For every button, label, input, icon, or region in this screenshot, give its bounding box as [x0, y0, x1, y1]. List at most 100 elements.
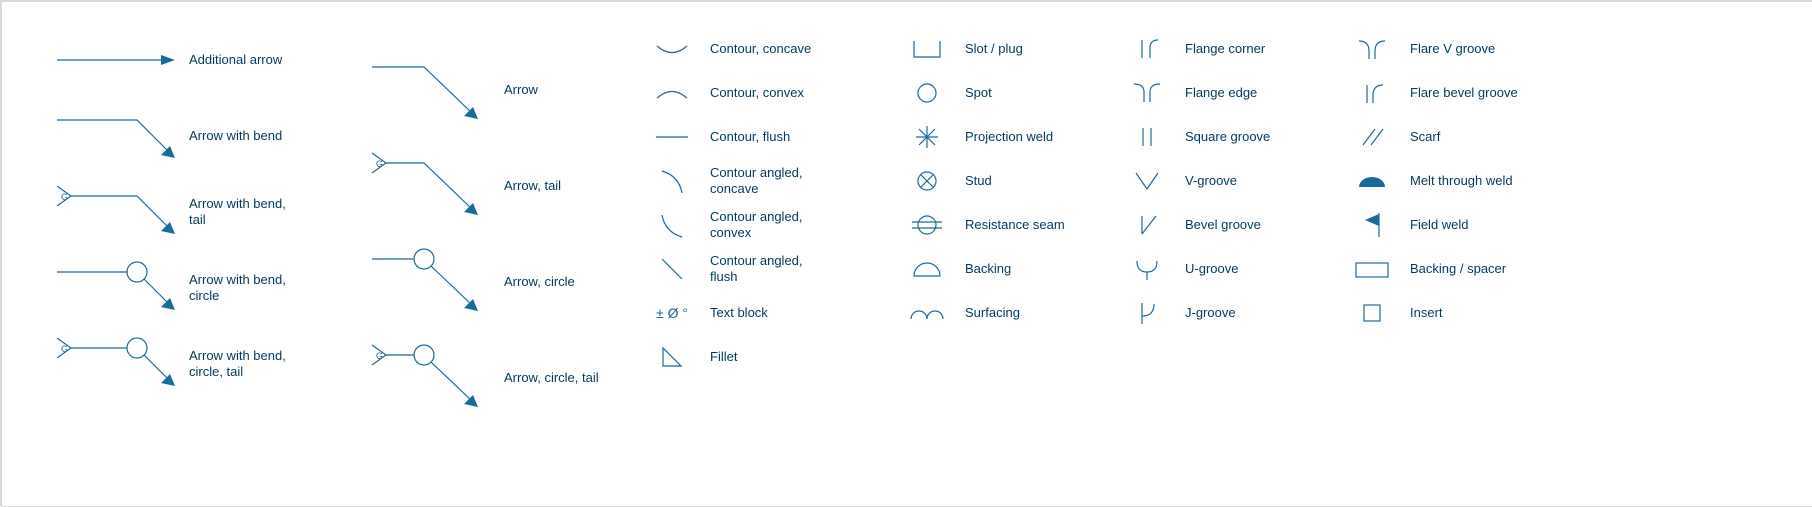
scarf-label: Scarf [1410, 129, 1560, 145]
row-arrow-with-bend-circle: Arrow with bend, circle [57, 250, 339, 326]
backing-icon [907, 249, 947, 289]
contour-angled-convex-icon [652, 205, 692, 245]
contour-angled-flush-label: Contour angled, flush [710, 253, 860, 286]
flare-v-groove-icon [1352, 29, 1392, 69]
row-backing: Backing [907, 247, 1115, 291]
flange-edge-icon [1127, 73, 1167, 113]
contour-flush-label: Contour, flush [710, 129, 860, 145]
resistance-seam-icon [907, 205, 947, 245]
fillet-icon [652, 337, 692, 377]
surfacing-label: Surfacing [965, 305, 1115, 321]
j-groove-icon [1127, 293, 1167, 333]
arrow-circle-tail-label: Arrow, circle, tail [504, 370, 654, 386]
svg-text:G: G [61, 192, 68, 202]
contour-concave-label: Contour, concave [710, 41, 860, 57]
row-arrow-with-bend-tail: G Arrow with bend, tail [57, 174, 339, 250]
contour-flush-icon [652, 117, 692, 157]
slot-plug-label: Slot / plug [965, 41, 1115, 57]
bevel-groove-label: Bevel groove [1185, 217, 1335, 233]
insert-label: Insert [1410, 305, 1560, 321]
arrow-circle-icon [372, 247, 492, 317]
additional-arrow-label: Additional arrow [189, 52, 339, 68]
arrow-with-bend-circle-tail-label: Arrow with bend, circle, tail [189, 348, 339, 381]
row-bevel-groove: Bevel groove [1127, 203, 1335, 247]
arrow-with-bend-circle-tail-icon: G [57, 329, 177, 399]
flare-bevel-groove-label: Flare bevel groove [1410, 85, 1560, 101]
contour-convex-icon [652, 73, 692, 113]
column-contour: Contour, concave Contour, convex Contour… [652, 27, 860, 379]
flare-v-groove-label: Flare V groove [1410, 41, 1560, 57]
welding-symbols-legend: { "stroke_color": "#1a6a9a", "text_color… [2, 2, 1812, 506]
backing-spacer-label: Backing / spacer [1410, 261, 1560, 277]
contour-angled-concave-label: Contour angled, concave [710, 165, 860, 198]
v-groove-label: V-groove [1185, 173, 1335, 189]
row-contour-angled-convex: Contour angled, convex [652, 203, 860, 247]
row-flare-bevel-groove: Flare bevel groove [1352, 71, 1560, 115]
row-arrow-with-bend: Arrow with bend [57, 98, 339, 174]
scarf-icon [1352, 117, 1392, 157]
u-groove-label: U-groove [1185, 261, 1335, 277]
row-contour-angled-flush: Contour angled, flush [652, 247, 860, 291]
arrow-circle-label: Arrow, circle [504, 274, 654, 290]
square-groove-label: Square groove [1185, 129, 1335, 145]
arrow-with-bend-circle-icon [57, 253, 177, 323]
row-arrow: Arrow [372, 42, 654, 138]
svg-text:G: G [61, 344, 68, 354]
row-contour-convex: Contour, convex [652, 71, 860, 115]
contour-concave-icon [652, 29, 692, 69]
column-arrow-diagonal: Arrow G Arrow, tail Arrow, circle [372, 42, 654, 426]
row-u-groove: U-groove [1127, 247, 1335, 291]
row-backing-spacer: Backing / spacer [1352, 247, 1560, 291]
spot-label: Spot [965, 85, 1115, 101]
insert-icon [1352, 293, 1392, 333]
row-resistance-seam: Resistance seam [907, 203, 1115, 247]
melt-through-weld-label: Melt through weld [1410, 173, 1560, 189]
additional-arrow-icon [57, 25, 177, 95]
row-arrow-with-bend-circle-tail: G Arrow with bend, circle, tail [57, 326, 339, 402]
row-contour-concave: Contour, concave [652, 27, 860, 71]
row-field-weld: Field weld [1352, 203, 1560, 247]
arrow-tail-label: Arrow, tail [504, 178, 654, 194]
arrow-circle-tail-icon: G [372, 343, 492, 413]
row-melt-through-weld: Melt through weld [1352, 159, 1560, 203]
arrow-icon [372, 55, 492, 125]
column-weld-shapes: Slot / plug Spot Projection weld Stud [907, 27, 1115, 335]
contour-angled-concave-icon [652, 161, 692, 201]
surfacing-icon [907, 293, 947, 333]
field-weld-label: Field weld [1410, 217, 1560, 233]
row-fillet: Fillet [652, 335, 860, 379]
spot-icon [907, 73, 947, 113]
row-contour-angled-concave: Contour angled, concave [652, 159, 860, 203]
row-slot-plug: Slot / plug [907, 27, 1115, 71]
row-flange-corner: Flange corner [1127, 27, 1335, 71]
stud-icon [907, 161, 947, 201]
melt-through-weld-icon [1352, 161, 1392, 201]
column-grooves: Flange corner Flange edge Square groove … [1127, 27, 1335, 335]
square-groove-icon [1127, 117, 1167, 157]
projection-weld-label: Projection weld [965, 129, 1115, 145]
row-arrow-tail: G Arrow, tail [372, 138, 654, 234]
flange-corner-label: Flange corner [1185, 41, 1335, 57]
contour-angled-convex-label: Contour angled, convex [710, 209, 860, 242]
row-arrow-circle-tail: G Arrow, circle, tail [372, 330, 654, 426]
row-flange-edge: Flange edge [1127, 71, 1335, 115]
row-projection-weld: Projection weld [907, 115, 1115, 159]
svg-text:G: G [376, 159, 383, 169]
row-contour-flush: Contour, flush [652, 115, 860, 159]
text-block-icon: ± Ø ° [652, 293, 692, 333]
flare-bevel-groove-icon [1352, 73, 1392, 113]
row-square-groove: Square groove [1127, 115, 1335, 159]
arrow-with-bend-tail-icon: G [57, 177, 177, 247]
text-block-label: Text block [710, 305, 860, 321]
row-j-groove: J-groove [1127, 291, 1335, 335]
contour-convex-label: Contour, convex [710, 85, 860, 101]
backing-spacer-icon [1352, 249, 1392, 289]
fillet-label: Fillet [710, 349, 860, 365]
backing-label: Backing [965, 261, 1115, 277]
arrow-with-bend-tail-label: Arrow with bend, tail [189, 196, 339, 229]
svg-text:G: G [376, 351, 383, 361]
resistance-seam-label: Resistance seam [965, 217, 1115, 233]
arrow-label: Arrow [504, 82, 654, 98]
bevel-groove-icon [1127, 205, 1167, 245]
row-arrow-circle: Arrow, circle [372, 234, 654, 330]
